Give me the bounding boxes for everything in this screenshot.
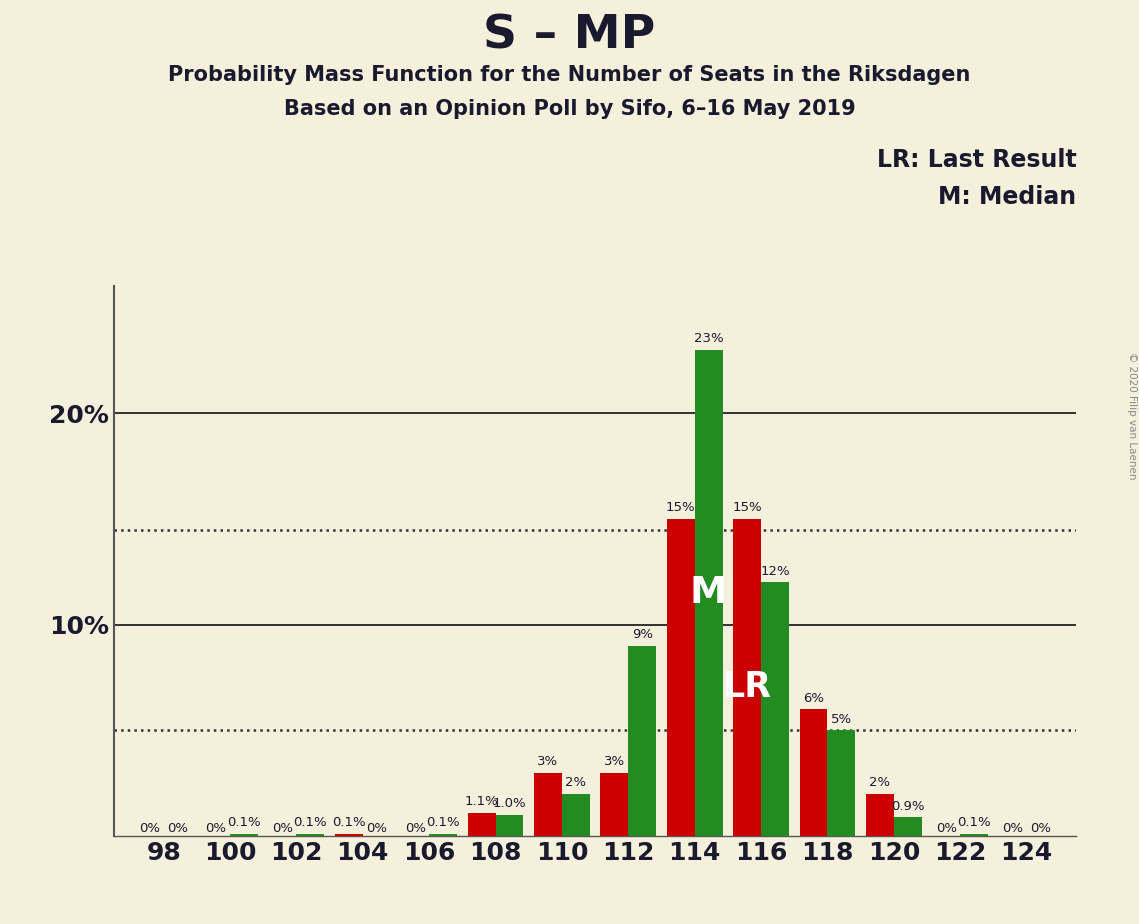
Bar xyxy=(761,582,789,836)
Text: 3%: 3% xyxy=(604,755,625,768)
Bar xyxy=(468,813,495,836)
Bar xyxy=(562,794,590,836)
Bar xyxy=(800,710,827,836)
Bar xyxy=(629,646,656,836)
Text: Based on an Opinion Poll by Sifo, 6–16 May 2019: Based on an Opinion Poll by Sifo, 6–16 M… xyxy=(284,99,855,119)
Text: 0.1%: 0.1% xyxy=(957,817,991,830)
Bar xyxy=(230,834,257,836)
Text: 0%: 0% xyxy=(206,822,227,835)
Text: 5%: 5% xyxy=(830,712,852,726)
Text: 2%: 2% xyxy=(869,776,891,789)
Text: 1.0%: 1.0% xyxy=(493,797,526,810)
Bar xyxy=(960,834,988,836)
Text: 2%: 2% xyxy=(565,776,587,789)
Bar xyxy=(495,815,524,836)
Bar xyxy=(296,834,325,836)
Text: 23%: 23% xyxy=(694,333,723,346)
Text: 0%: 0% xyxy=(367,822,387,835)
Bar xyxy=(695,350,722,836)
Text: 0.1%: 0.1% xyxy=(333,817,366,830)
Text: 0%: 0% xyxy=(404,822,426,835)
Text: 1.1%: 1.1% xyxy=(465,796,499,808)
Text: 12%: 12% xyxy=(760,565,789,578)
Text: 0%: 0% xyxy=(1002,822,1023,835)
Bar xyxy=(827,731,855,836)
Bar xyxy=(734,519,761,836)
Text: LR: Last Result: LR: Last Result xyxy=(877,148,1076,172)
Text: M: M xyxy=(690,575,728,611)
Text: 0.1%: 0.1% xyxy=(426,817,460,830)
Bar xyxy=(600,772,629,836)
Text: M: Median: M: Median xyxy=(939,185,1076,209)
Text: © 2020 Filip van Laenen: © 2020 Filip van Laenen xyxy=(1126,352,1137,480)
Text: 0.1%: 0.1% xyxy=(294,817,327,830)
Text: 0%: 0% xyxy=(167,822,188,835)
Bar xyxy=(894,817,921,836)
Text: 0%: 0% xyxy=(272,822,293,835)
Text: 6%: 6% xyxy=(803,692,823,705)
Bar xyxy=(534,772,562,836)
Text: Probability Mass Function for the Number of Seats in the Riksdagen: Probability Mass Function for the Number… xyxy=(169,65,970,85)
Text: S – MP: S – MP xyxy=(483,14,656,59)
Text: 0%: 0% xyxy=(1030,822,1051,835)
Bar xyxy=(429,834,457,836)
Text: LR: LR xyxy=(722,670,771,704)
Text: 0%: 0% xyxy=(139,822,161,835)
Text: 3%: 3% xyxy=(538,755,558,768)
Text: 0.1%: 0.1% xyxy=(227,817,261,830)
Text: 9%: 9% xyxy=(632,628,653,641)
Text: 15%: 15% xyxy=(666,502,696,515)
Text: 0%: 0% xyxy=(936,822,957,835)
Bar xyxy=(866,794,894,836)
Text: 15%: 15% xyxy=(732,502,762,515)
Text: 0.9%: 0.9% xyxy=(891,799,925,812)
Bar xyxy=(335,834,363,836)
Bar xyxy=(666,519,695,836)
